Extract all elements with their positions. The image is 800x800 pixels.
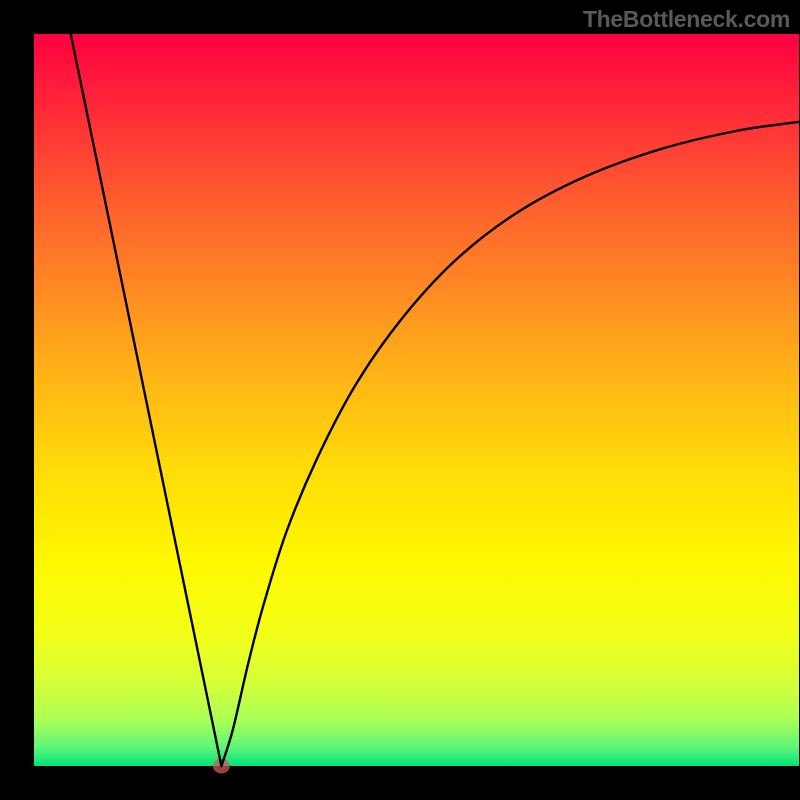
- chart-root: { "watermark": { "text": "TheBottleneck.…: [0, 0, 800, 800]
- watermark-text: TheBottleneck.com: [583, 6, 790, 33]
- bottleneck-chart: [0, 0, 800, 800]
